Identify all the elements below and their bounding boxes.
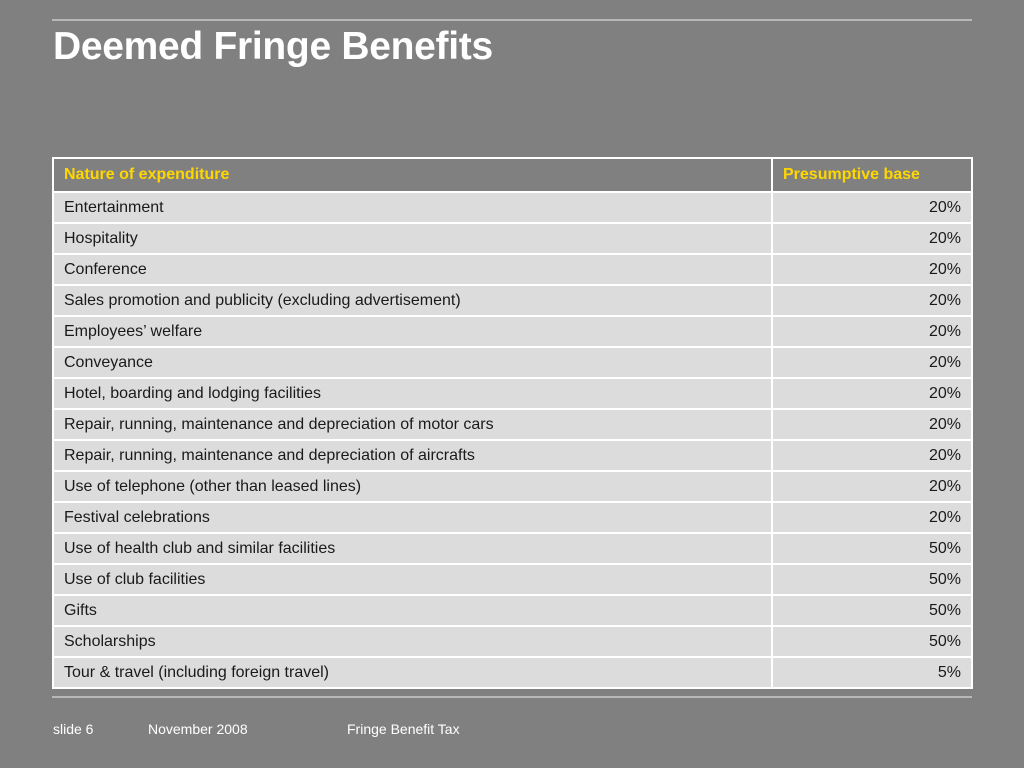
table-row: Entertainment 20% [52,191,973,224]
table-row: Use of health club and similar facilitie… [52,532,973,565]
presumptive-base-cell: 20% [771,284,973,317]
expenditure-cell: Use of club facilities [52,563,773,596]
presumptive-base-cell: 20% [771,222,973,255]
expenditure-cell: Festival celebrations [52,501,773,534]
expenditure-cell: Sales promotion and publicity (excluding… [52,284,773,317]
slide-title: Deemed Fringe Benefits [53,25,493,68]
table-row: Scholarships 50% [52,625,973,658]
footer-topic: Fringe Benefit Tax [347,721,460,737]
table-row: Conference 20% [52,253,973,286]
expenditure-cell: Use of telephone (other than leased line… [52,470,773,503]
expenditure-cell: Gifts [52,594,773,627]
presumptive-base-cell: 20% [771,315,973,348]
expenditure-cell: Conference [52,253,773,286]
expenditure-cell: Entertainment [52,191,773,224]
presumptive-base-cell: 20% [771,253,973,286]
presumptive-base-cell: 20% [771,408,973,441]
presumptive-base-cell: 50% [771,625,973,658]
top-divider [52,19,972,21]
presumptive-base-cell: 20% [771,191,973,224]
presumptive-base-cell: 50% [771,594,973,627]
presumptive-base-cell: 20% [771,439,973,472]
table-row: Hotel, boarding and lodging facilities 20… [52,377,973,410]
presumptive-base-cell: 5% [771,656,973,689]
expenditure-cell: Tour & travel (including foreign travel) [52,656,773,689]
table-row: Repair, running, maintenance and depreci… [52,408,973,441]
expenditure-cell: Repair, running, maintenance and depreci… [52,439,773,472]
presumptive-base-cell: 50% [771,563,973,596]
table-row: Hospitality 20% [52,222,973,255]
expenditure-cell: Hotel, boarding and lodging facilities [52,377,773,410]
column-header-base: Presumptive base [771,157,973,193]
footer-slide-number: slide 6 [53,721,94,737]
table-row: Sales promotion and publicity (excluding… [52,284,973,317]
table-row: Gifts 50% [52,594,973,627]
table-row: Use of club facilities 50% [52,563,973,596]
footer-date: November 2008 [148,721,248,737]
table-row: Conveyance 20% [52,346,973,379]
benefits-table: Nature of expenditure Presumptive base E… [52,157,973,689]
table-header-row: Nature of expenditure Presumptive base [52,157,973,193]
presumptive-base-cell: 20% [771,377,973,410]
presumptive-base-cell: 20% [771,501,973,534]
expenditure-cell: Use of health club and similar facilitie… [52,532,773,565]
expenditure-cell: Scholarships [52,625,773,658]
table-row: Employees’ welfare 20% [52,315,973,348]
presumptive-base-cell: 20% [771,470,973,503]
bottom-divider [52,696,972,698]
column-header-nature: Nature of expenditure [52,157,773,193]
expenditure-cell: Conveyance [52,346,773,379]
table-row: Repair, running, maintenance and depreci… [52,439,973,472]
table-row: Festival celebrations 20% [52,501,973,534]
expenditure-cell: Repair, running, maintenance and depreci… [52,408,773,441]
expenditure-cell: Hospitality [52,222,773,255]
table-body: Entertainment 20% Hospitality 20% Conference… [52,191,973,689]
expenditure-cell: Employees’ welfare [52,315,773,348]
table-row: Tour & travel (including foreign travel)… [52,656,973,689]
table-row: Use of telephone (other than leased line… [52,470,973,503]
presumptive-base-cell: 20% [771,346,973,379]
presumptive-base-cell: 50% [771,532,973,565]
